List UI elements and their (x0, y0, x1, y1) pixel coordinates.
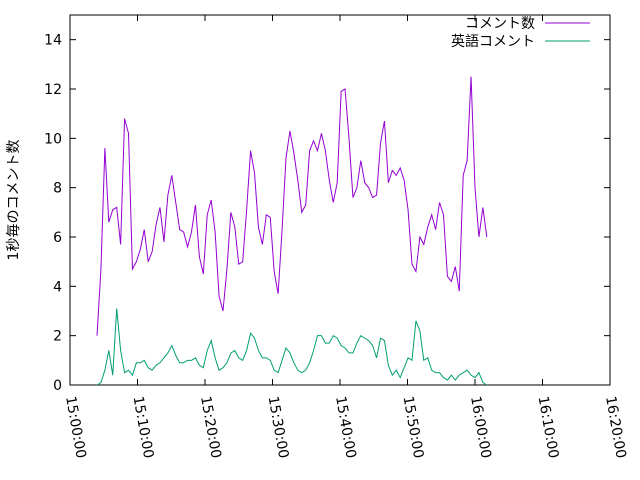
x-tick-label: 15:40:00 (332, 395, 359, 460)
y-tick-label: 2 (53, 329, 62, 345)
x-tick-label: 15:50:00 (400, 395, 427, 460)
y-tick-label: 10 (44, 131, 62, 147)
y-tick-label: 6 (53, 230, 62, 246)
y-tick-label: 12 (44, 82, 62, 98)
y-axis-label: 1秒毎のコメント数 (6, 140, 22, 261)
x-tick-label: 15:00:00 (62, 395, 89, 460)
y-tick-label: 0 (53, 378, 62, 394)
x-tick-label: 15:30:00 (265, 395, 292, 460)
series-lines (96, 76, 488, 386)
legend-label: コメント数 (465, 16, 535, 32)
y-tick-label: 14 (44, 33, 62, 49)
series-line-2 (96, 308, 488, 386)
x-tick-label: 16:00:00 (467, 395, 494, 460)
plot-frame (69, 14, 611, 386)
y-tick-label: 8 (53, 181, 62, 197)
legend-label: 英語コメント (451, 33, 535, 50)
x-tick-label: 16:10:00 (535, 395, 562, 460)
axes (69, 14, 611, 386)
y-tick-label: 4 (53, 279, 62, 295)
x-tick-label: 15:20:00 (197, 395, 224, 460)
x-tick-label: 16:20:00 (602, 395, 629, 460)
series-line-1 (96, 76, 488, 336)
x-tick-label: 15:10:00 (130, 395, 157, 460)
